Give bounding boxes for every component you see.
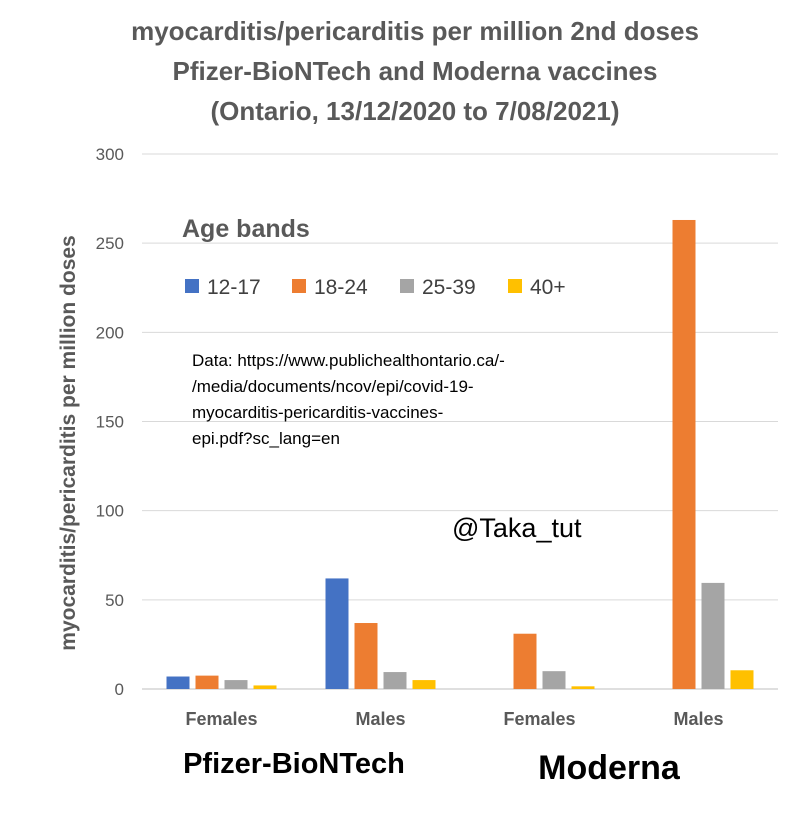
y-tick-label: 200 [96,323,124,342]
bar-18-24-1 [195,675,219,689]
legend: 12-17 18-24 25-39 40+ [185,276,566,299]
bar-40+-2 [412,680,436,689]
bar-18-24-4 [672,219,696,689]
source-note-line-1: Data: https://www.publichealthontario.ca… [192,351,505,370]
group-label-pfizer: Pfizer-BioNTech [183,748,405,780]
bar-18-24-3 [513,633,537,689]
bar-25-39-3 [542,671,566,689]
legend-swatch-12-17 [185,279,199,293]
bar-40+-1 [253,685,277,689]
chart-title-line-1: myocarditis/pericarditis per million 2nd… [131,16,699,46]
y-tick-label: 250 [96,234,124,253]
y-tick-label: 100 [96,502,124,521]
y-tick-label: 0 [115,680,124,699]
source-note-line-4: epi.pdf?sc_lang=en [192,429,340,448]
legend-swatch-40+ [508,279,522,293]
x-category-label: Females [185,709,257,729]
y-tick-label: 300 [96,145,124,164]
chart-title-line-3: (Ontario, 13/12/2020 to 7/08/2021) [211,96,620,126]
bar-25-39-4 [701,582,725,689]
bar-18-24-2 [354,623,378,689]
legend-swatch-18-24 [292,279,306,293]
x-category-label: Males [673,709,723,729]
y-tick-label: 150 [96,413,124,432]
author-handle: @Taka_tut [452,513,582,543]
x-category-label: Males [355,709,405,729]
y-axis-label: myocarditis/pericarditis per million dos… [57,235,80,650]
legend-title: Age bands [182,215,310,243]
source-note-line-3: myocarditis-pericarditis-vaccines- [192,403,443,422]
x-category-label: Females [503,709,575,729]
bar-25-39-1 [224,680,248,689]
legend-label-40+: 40+ [530,276,566,299]
legend-label-25-39: 25-39 [422,276,476,299]
bar-12-17-2 [325,578,349,689]
source-note-line-2: /media/documents/ncov/epi/covid-19- [192,377,474,396]
y-tick-label: 50 [105,591,124,610]
bar-25-39-2 [383,672,407,689]
bar-40+-3 [571,686,595,689]
bar-12-17-1 [166,676,190,689]
group-label-moderna: Moderna [538,749,681,787]
bar-40+-4 [730,670,754,689]
legend-label-12-17: 12-17 [207,276,261,299]
chart-title-line-2: Pfizer-BioNTech and Moderna vaccines [173,56,658,86]
legend-label-18-24: 18-24 [314,276,368,299]
legend-swatch-25-39 [400,279,414,293]
